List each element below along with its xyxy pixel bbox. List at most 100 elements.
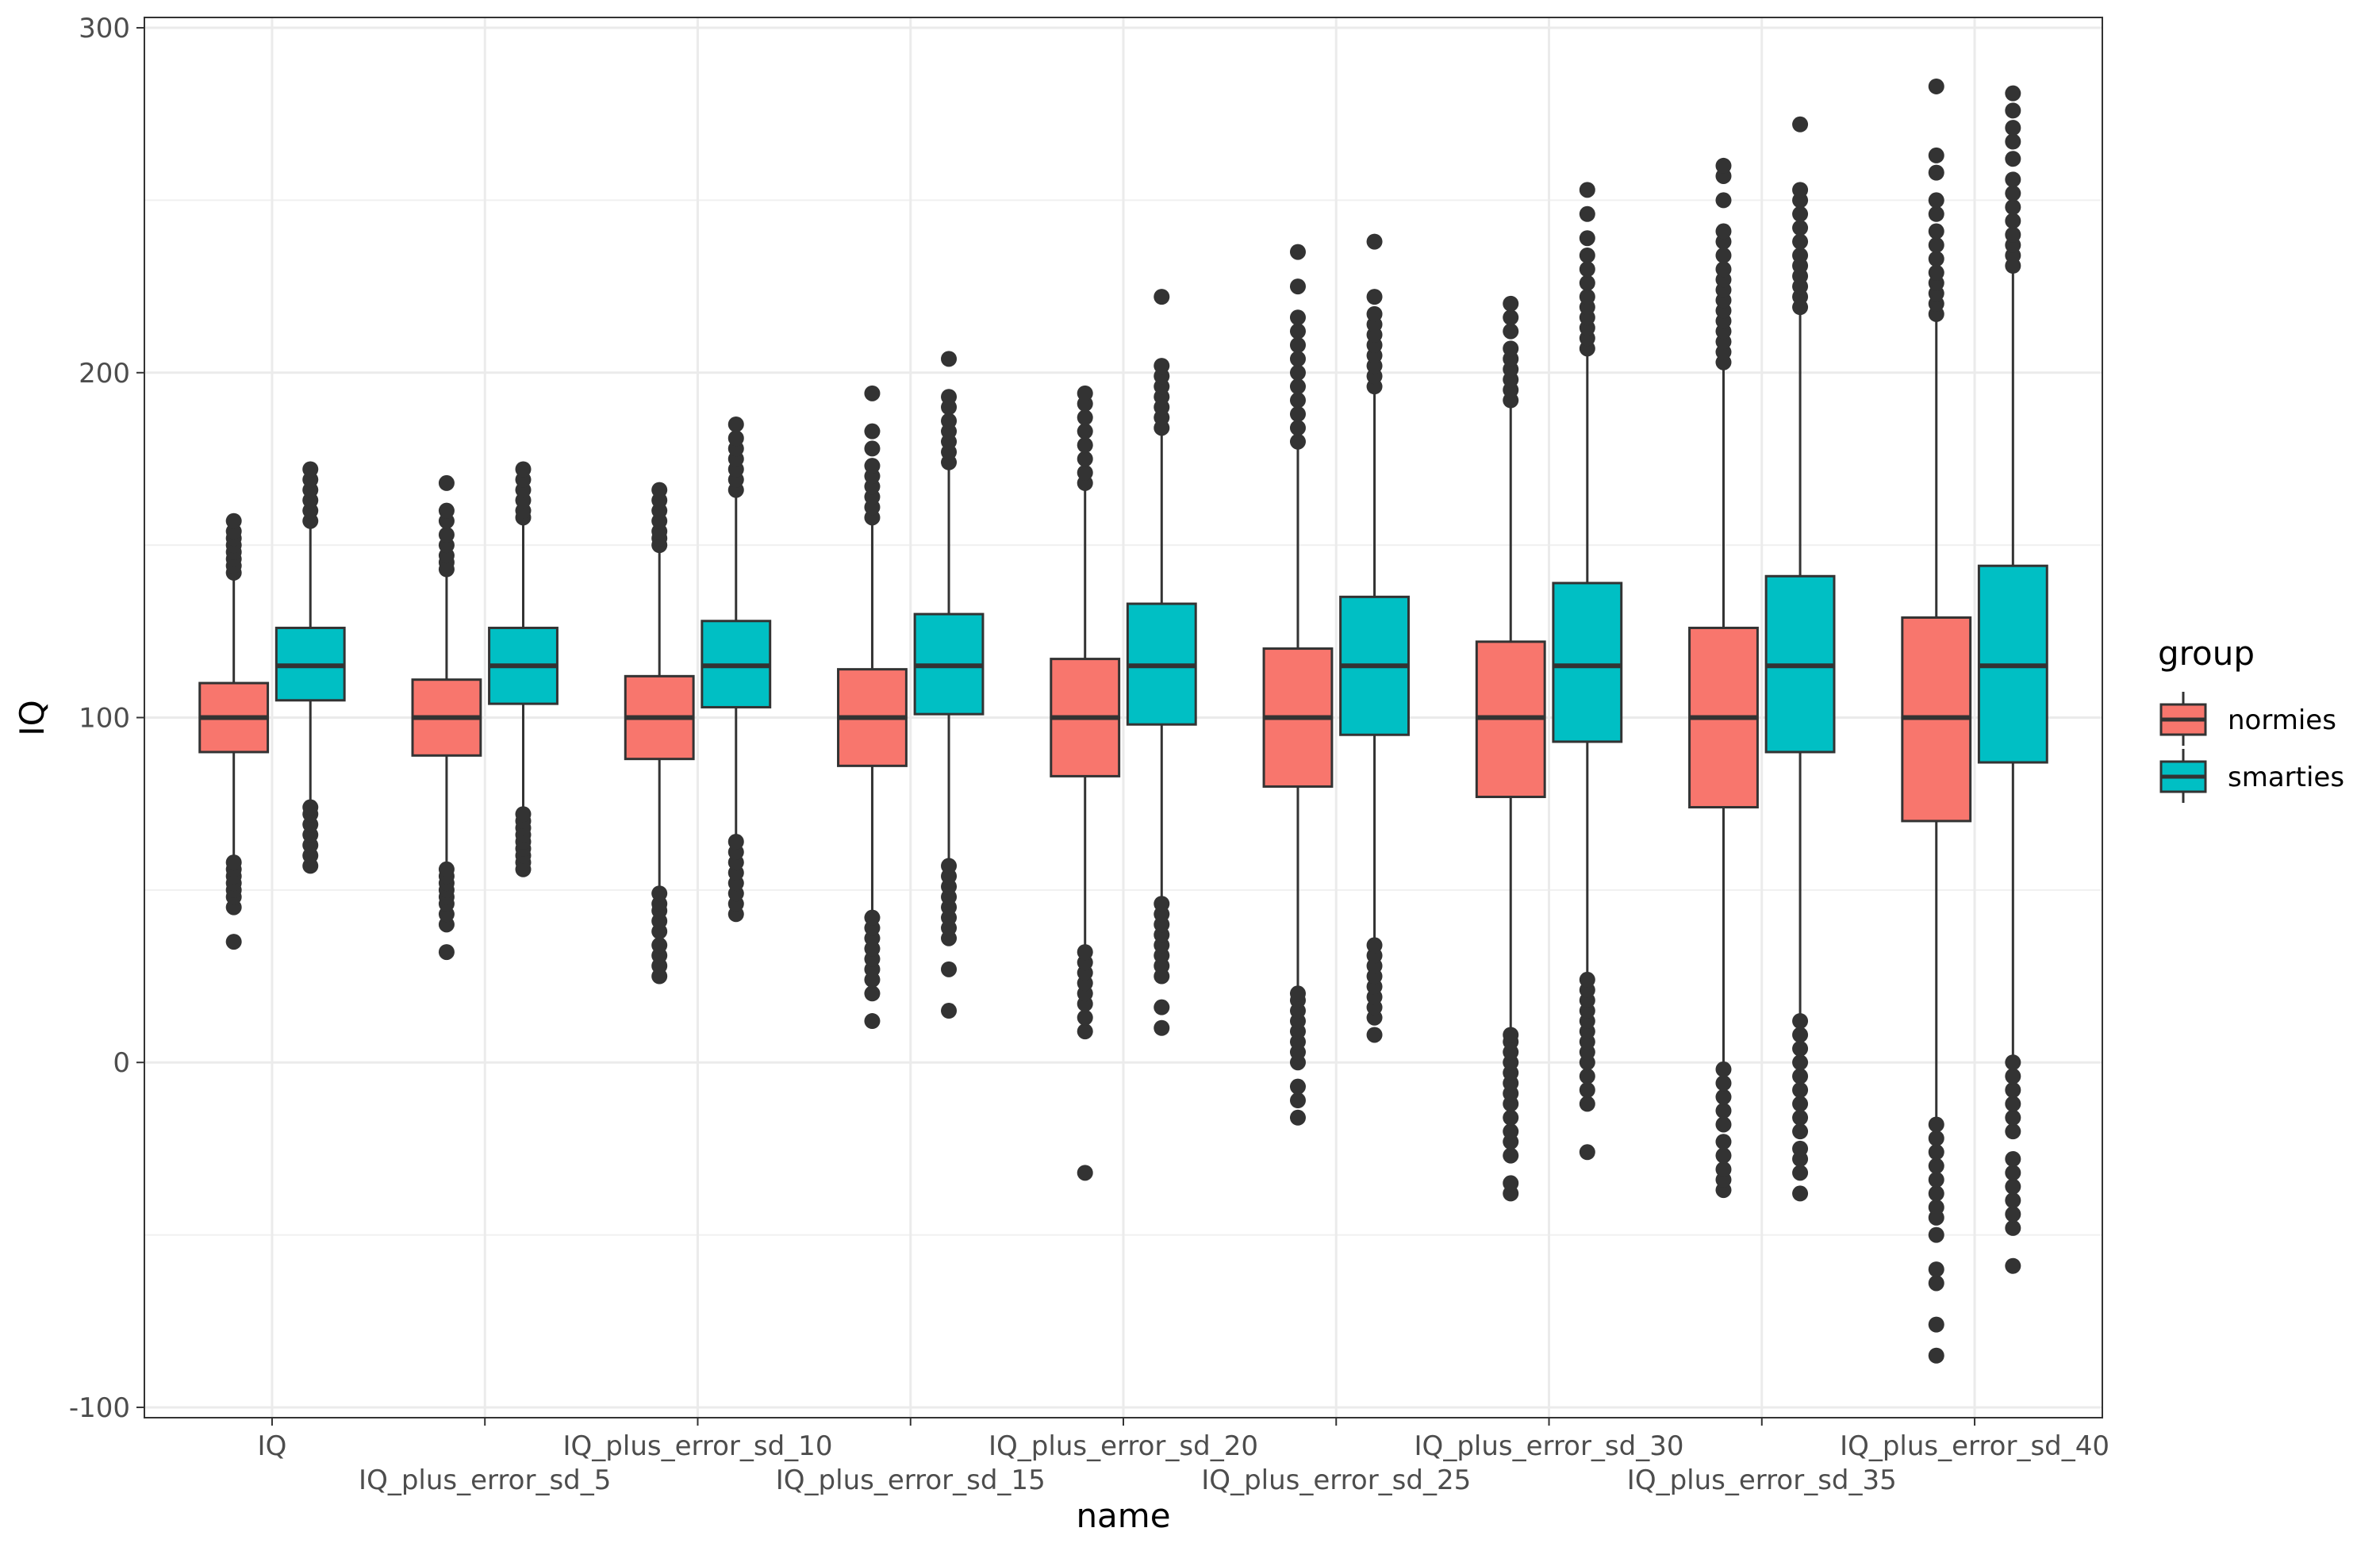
- outlier-point: [1928, 1261, 1944, 1278]
- y-tick-label: 0: [113, 1047, 130, 1079]
- outlier-point: [2005, 1178, 2021, 1195]
- outlier-point: [1579, 289, 1595, 305]
- outlier-point: [1289, 985, 1306, 1002]
- outlier-point: [225, 512, 242, 529]
- outlier-point: [2005, 185, 2021, 202]
- outlier-point: [1077, 1023, 1093, 1040]
- outlier-point: [1928, 164, 1944, 181]
- outlier-point: [2005, 171, 2021, 188]
- outlier-point: [1579, 1144, 1595, 1161]
- outlier-point: [864, 985, 881, 1002]
- outlier-point: [1928, 1172, 1944, 1188]
- box-smarties-IQ_plus_error_sd_15: [913, 351, 985, 1019]
- outlier-point: [1928, 1130, 1944, 1146]
- outlier-point: [515, 461, 532, 478]
- outlier-point: [1289, 336, 1306, 353]
- outlier-point: [438, 527, 455, 543]
- outlier-point: [1579, 247, 1595, 263]
- box-normies-IQ: [198, 512, 270, 950]
- outlier-point: [1503, 295, 1519, 312]
- outlier-point: [1366, 937, 1383, 954]
- outlier-point: [1579, 261, 1595, 278]
- box-smarties-IQ: [274, 461, 346, 874]
- outlier-point: [1928, 1157, 1944, 1174]
- outlier-point: [1928, 264, 1944, 281]
- outlier-point: [1579, 182, 1595, 198]
- outlier-point: [1077, 944, 1093, 961]
- outlier-point: [2005, 1054, 2021, 1071]
- outlier-point: [1792, 116, 1809, 132]
- outlier-point: [2005, 133, 2021, 150]
- x-tick-label: IQ_plus_error_sd_10: [563, 1430, 833, 1462]
- outlier-point: [1154, 1019, 1170, 1036]
- outlier-point: [1792, 247, 1809, 263]
- outlier-point: [2005, 226, 2021, 243]
- outlier-point: [2005, 1082, 2021, 1099]
- box-smarties-IQ_plus_error_sd_10: [701, 416, 772, 923]
- x-tick-label: IQ_plus_error_sd_20: [988, 1430, 1258, 1462]
- outlier-point: [1366, 289, 1383, 305]
- outlier-point: [864, 385, 881, 401]
- box-smarties-IQ_plus_error_sd_5: [488, 461, 559, 877]
- outlier-point: [1792, 1165, 1809, 1181]
- outlier-point: [1579, 971, 1595, 988]
- outlier-point: [1792, 1054, 1809, 1071]
- legend-item-smarties: smarties: [2159, 749, 2344, 803]
- outlier-point: [727, 416, 744, 432]
- outlier-point: [1715, 247, 1732, 263]
- outlier-point: [2005, 1068, 2021, 1084]
- outlier-point: [1579, 230, 1595, 247]
- box-smarties-IQ_plus_error_sd_30: [1552, 182, 1623, 1161]
- box-normies-IQ_plus_error_sd_20: [1050, 385, 1121, 1181]
- outlier-point: [1792, 1096, 1809, 1112]
- outlier-point: [2005, 1096, 2021, 1112]
- outlier-point: [438, 861, 455, 877]
- outlier-point: [1579, 274, 1595, 291]
- x-axis-title: name: [1076, 1496, 1170, 1535]
- outlier-point: [1792, 1109, 1809, 1126]
- outlier-point: [1077, 385, 1093, 401]
- outlier-point: [302, 461, 319, 478]
- outlier-point: [1077, 1165, 1093, 1181]
- outlier-point: [1715, 1075, 1732, 1092]
- outlier-point: [2005, 1206, 2021, 1223]
- outlier-point: [2005, 199, 2021, 216]
- outlier-point: [225, 854, 242, 871]
- outlier-point: [1792, 220, 1809, 236]
- outlier-point: [864, 423, 881, 440]
- outlier-point: [1928, 1185, 1944, 1202]
- box-normies-IQ_plus_error_sd_35: [1688, 157, 1759, 1199]
- outlier-point: [941, 858, 958, 874]
- outlier-point: [1792, 233, 1809, 250]
- outlier-point: [1503, 323, 1519, 340]
- outlier-point: [1366, 305, 1383, 322]
- outlier-point: [1792, 1027, 1809, 1043]
- outlier-point: [941, 961, 958, 977]
- outlier-point: [1928, 1144, 1944, 1161]
- legend-label: smarties: [2228, 762, 2344, 793]
- outlier-point: [1077, 451, 1093, 467]
- x-tick-label: IQ_plus_error_sd_30: [1415, 1430, 1684, 1462]
- outlier-point: [1503, 309, 1519, 326]
- outlier-point: [1503, 340, 1519, 357]
- y-tick-label: 200: [79, 358, 130, 390]
- outlier-point: [1289, 309, 1306, 326]
- x-axis-ticks: IQIQ_plus_error_sd_5IQ_plus_error_sd_10I…: [258, 1418, 2109, 1496]
- y-tick-label: 300: [79, 13, 130, 44]
- outlier-point: [1792, 1068, 1809, 1084]
- outlier-point: [438, 944, 455, 961]
- outlier-point: [1503, 1123, 1519, 1140]
- outlier-point: [1715, 223, 1732, 240]
- outlier-point: [1077, 464, 1093, 481]
- box-smarties-IQ_plus_error_sd_25: [1339, 233, 1410, 1043]
- outlier-point: [1503, 1175, 1519, 1192]
- outlier-point: [1154, 289, 1170, 305]
- legend-title: group: [2158, 634, 2255, 673]
- outlier-point: [1289, 244, 1306, 260]
- box-plots: [198, 78, 2048, 1364]
- outlier-point: [864, 909, 881, 926]
- outlier-point: [1503, 1109, 1519, 1126]
- outlier-point: [864, 458, 881, 474]
- legend-item-normies: normies: [2159, 692, 2336, 746]
- outlier-point: [1289, 405, 1306, 422]
